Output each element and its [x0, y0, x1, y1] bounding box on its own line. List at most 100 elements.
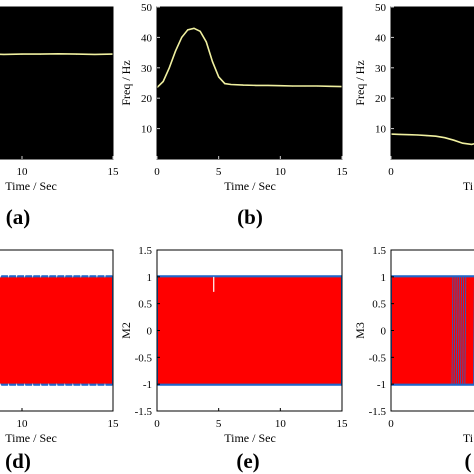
- wave-trough: [54, 383, 59, 391]
- signal-band: [392, 277, 474, 384]
- data-point: [329, 85, 331, 87]
- panel-label: (e): [236, 449, 259, 473]
- data-point: [168, 67, 170, 69]
- y-tick-label: 30: [375, 63, 387, 75]
- wave-trough: [70, 383, 75, 391]
- y-tick-label: 0.5: [372, 299, 386, 311]
- series-line: [0, 52, 113, 56]
- y-axis-label: Freq / Hz: [119, 60, 133, 105]
- wave-crest: [38, 270, 43, 278]
- x-axis-label: Time / Sec: [5, 431, 57, 445]
- data-point: [279, 85, 281, 87]
- y-tick-label: -1.5: [369, 406, 387, 418]
- y-tick-label: 40: [141, 32, 153, 44]
- plot-content: [0, 270, 113, 391]
- y-tick-label: 1.5: [372, 245, 386, 257]
- plot-area: [157, 7, 342, 159]
- axes-frame: [390, 6, 474, 160]
- signal-beat: [462, 276, 465, 385]
- panel-label: (b): [237, 205, 263, 229]
- y-tick-label: -1: [143, 379, 152, 391]
- signal-beat: [453, 276, 456, 385]
- panel-label: (d): [5, 449, 31, 473]
- wave-trough: [6, 383, 11, 391]
- data-point: [304, 85, 306, 87]
- x-tick-label: 5: [216, 166, 222, 178]
- wave-trough: [38, 383, 43, 391]
- x-axis-label: Time / Sec: [224, 179, 276, 193]
- plot-content: [391, 275, 474, 386]
- data-point: [187, 29, 189, 31]
- panel-c: 051020304050TiFreq / Hz: [353, 2, 474, 193]
- y-tick-label: 1: [381, 272, 387, 284]
- data-point: [224, 83, 226, 85]
- data-point: [444, 137, 446, 139]
- data-point: [218, 76, 220, 78]
- y-tick-label: 0.5: [138, 299, 152, 311]
- data-point: [181, 36, 183, 39]
- panel-label: (: [465, 449, 472, 473]
- x-tick-label: 0: [154, 418, 160, 430]
- wave-trough: [30, 383, 35, 391]
- wave-crest: [94, 270, 99, 278]
- wave-trough: [46, 383, 51, 391]
- wave-crest: [46, 270, 51, 278]
- axes-frame: [0, 6, 114, 160]
- wave-trough: [94, 383, 99, 391]
- x-tick-label: 15: [108, 166, 120, 178]
- panel-label: (a): [6, 205, 31, 229]
- y-tick-label: -1.5: [135, 406, 153, 418]
- panel-a: 10 15 Time / Sec (a): [0, 6, 120, 229]
- data-point: [408, 134, 410, 136]
- y-axis-label: Freq / Hz: [353, 60, 367, 105]
- y-tick-label: 30: [141, 63, 153, 75]
- data-point: [453, 139, 455, 141]
- data-point: [3, 53, 5, 56]
- signal-beat: [460, 276, 462, 385]
- data-point: [230, 83, 232, 86]
- signal-band: [0, 277, 112, 384]
- signal-beat: [458, 276, 460, 385]
- data-point: [193, 27, 195, 29]
- axes-frame: [156, 6, 343, 160]
- x-tick-label: 10: [17, 418, 29, 430]
- data-point: [435, 135, 437, 137]
- x-tick-label: 15: [108, 418, 120, 430]
- data-point: [255, 84, 257, 87]
- data-point: [267, 84, 269, 87]
- plot-content: [391, 133, 474, 146]
- y-tick-label: -1: [377, 379, 386, 391]
- plot-content: [157, 275, 342, 386]
- plot-area: [391, 7, 474, 159]
- data-point: [417, 134, 419, 136]
- x-tick-label: 0: [154, 166, 160, 178]
- y-tick-label: -0.5: [369, 352, 387, 364]
- wave-crest: [78, 270, 83, 278]
- y-tick-label: 1.5: [138, 245, 152, 257]
- y-tick-label: 1: [147, 272, 153, 284]
- wave-trough: [62, 383, 67, 391]
- series-line: [157, 27, 342, 89]
- data-point: [205, 41, 207, 43]
- x-axis-label: Time / Sec: [224, 431, 276, 445]
- y-tick-label: 10: [141, 124, 153, 136]
- wave-crest: [0, 270, 3, 278]
- panel-d: 10 15 Time / Sec (d): [0, 249, 120, 473]
- data-point: [292, 85, 294, 87]
- signal-beat: [464, 276, 467, 385]
- x-tick-label: 5: [216, 418, 222, 430]
- wave-trough: [22, 383, 27, 391]
- panel-b: 0 5 10 15 10 20 30 40 50 Time / Sec Freq / Hz (b): [119, 2, 348, 229]
- x-tick-label: 10: [275, 166, 287, 178]
- x-tick-label: 15: [337, 166, 349, 178]
- wave-crest: [54, 270, 59, 278]
- wave-crest: [62, 270, 67, 278]
- panel-e: 0 5 10 15 -1.5 -1 -0.5 0 0.5 1 1.5 Time / Sec M2 (e): [119, 245, 348, 473]
- data-point: [39, 53, 41, 55]
- wave-trough: [102, 383, 107, 391]
- y-tick-label: 20: [375, 93, 387, 105]
- y-tick-label: 0: [147, 326, 153, 338]
- data-point: [162, 80, 164, 83]
- data-point: [242, 84, 244, 86]
